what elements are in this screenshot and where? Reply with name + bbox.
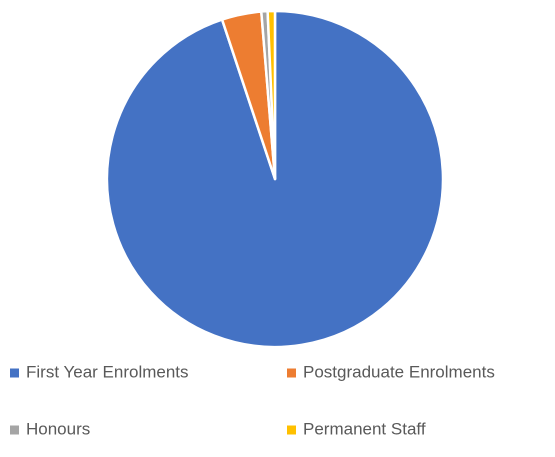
- legend-label: First Year Enrolments: [26, 362, 189, 381]
- legend-swatch: [10, 425, 19, 435]
- legend-swatch: [287, 368, 296, 378]
- legend-label: Permanent Staff: [303, 419, 426, 438]
- legend-label: Postgraduate Enrolments: [303, 362, 495, 381]
- legend-swatch: [287, 425, 296, 435]
- legend-label: Honours: [26, 419, 90, 438]
- pie-slice: [266, 9, 277, 181]
- legend-swatch: [10, 368, 19, 378]
